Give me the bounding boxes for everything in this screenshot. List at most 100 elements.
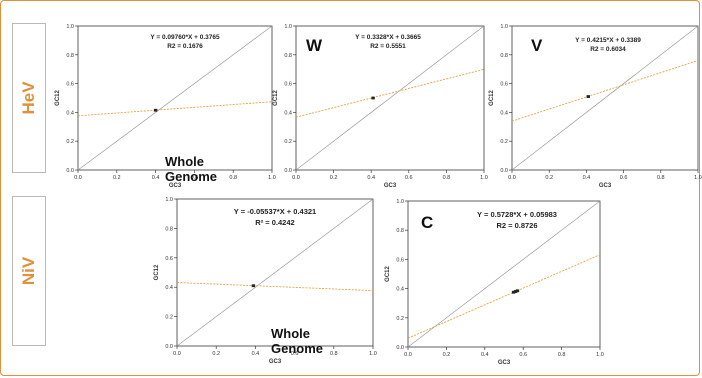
y-tick-label: 0.8 — [284, 53, 292, 59]
y-tick-label: 0.0 — [284, 168, 292, 174]
y-axis-label: GC12 — [55, 90, 61, 106]
x-tick-label: 0.2 — [330, 175, 338, 181]
reference-diagonal — [407, 200, 601, 348]
reference-diagonal — [77, 25, 273, 171]
y-tick-label: 0.2 — [500, 139, 508, 145]
reference-diagonal — [511, 25, 699, 171]
regression-equation: Y = 0.3328*X + 0.3665 — [355, 34, 421, 41]
y-tick-label: 0.2 — [66, 139, 74, 145]
x-tick-label: 0.4 — [481, 352, 489, 358]
y-axis-label: GC12 — [385, 266, 391, 282]
regression-equation: Y = 0.4215*X + 0.3389 — [575, 37, 641, 44]
panel-title: W — [306, 36, 323, 55]
data-point — [586, 95, 590, 98]
x-tick-label: 0.2 — [113, 175, 121, 181]
y-tick-label: 0.6 — [165, 256, 173, 262]
y-tick-label: 0.2 — [396, 316, 404, 322]
panel-title: V — [531, 36, 543, 55]
chart-hev-whole-genome-equation-box: Y = 0.09760*X + 0.3765 R2 = 0.1676 — [130, 33, 240, 51]
data-point — [153, 108, 158, 112]
y-tick-label: 0.8 — [165, 226, 173, 232]
y-tick-label: 0.0 — [396, 345, 404, 351]
x-tick-label: 0.2 — [212, 351, 220, 357]
y-tick-label: 1.0 — [396, 199, 404, 205]
x-tick-label: 1.0 — [480, 175, 488, 181]
y-tick-label: 0.4 — [284, 110, 292, 116]
r-squared: R2 = 0.1676 — [167, 43, 203, 50]
regression-line — [295, 68, 485, 118]
data-point — [371, 96, 375, 100]
y-tick-label: 0.2 — [165, 315, 173, 321]
y-tick-label: 0.8 — [66, 53, 74, 59]
y-tick-label: 0.4 — [66, 110, 74, 116]
x-tick-label: 0.4 — [152, 175, 160, 181]
y-axis-label: GC12 — [154, 264, 160, 280]
panel-title: Whole Genome — [271, 326, 324, 356]
y-tick-label: 0.4 — [165, 285, 173, 291]
x-axis-label: GC3 — [599, 183, 612, 189]
x-tick-label: 1.0 — [694, 175, 702, 181]
data-point — [511, 290, 516, 294]
chart-niv-c-equation-box: Y = 0.5728*X + 0.05983 R2 = 0.8726 — [457, 209, 577, 231]
x-tick-label: 0.2 — [545, 175, 553, 181]
regression-line — [77, 101, 273, 117]
chart-hev-w-equation-box: Y = 0.3328*X + 0.3665 R2 = 0.5551 — [338, 33, 438, 51]
x-tick-label: 0.6 — [620, 175, 628, 181]
reference-diagonal — [176, 198, 374, 347]
y-tick-label: 0.6 — [396, 257, 404, 263]
panel-title: Whole Genome — [165, 154, 218, 184]
x-tick-label: 0.4 — [252, 351, 260, 357]
x-tick-label: 0.6 — [519, 352, 527, 358]
x-tick-label: 0.4 — [583, 175, 591, 181]
r-squared: R2 = 0.6034 — [590, 46, 626, 53]
data-point — [251, 284, 256, 288]
x-tick-label: 0.8 — [558, 352, 566, 358]
panel-title: C — [421, 213, 434, 232]
y-axis-label: GC12 — [273, 90, 279, 106]
x-tick-label: 0.0 — [173, 351, 181, 357]
y-tick-label: 0.4 — [500, 110, 508, 116]
y-tick-label: 0.8 — [500, 53, 508, 59]
y-tick-label: 0.4 — [396, 287, 404, 293]
regression-line — [407, 254, 601, 339]
chart-niv-whole-genome-equation-box: Y = -0.05537*X + 0.4321 R² = 0.4242 — [215, 206, 335, 228]
x-tick-label: 0.0 — [508, 175, 516, 181]
y-tick-label: 0.0 — [500, 168, 508, 174]
x-tick-label: 0.0 — [292, 175, 300, 181]
row-label-niv: NiV — [12, 196, 46, 346]
regression-equation: Y = -0.05537*X + 0.4321 — [233, 207, 317, 216]
regression-line — [511, 60, 699, 122]
y-tick-label: 0.2 — [284, 139, 292, 145]
x-tick-label: 0.6 — [191, 175, 199, 181]
x-axis-label: GC3 — [169, 183, 182, 189]
y-tick-label: 1.0 — [284, 24, 292, 30]
x-tick-label: 0.8 — [330, 351, 338, 357]
y-tick-label: 0.6 — [284, 82, 292, 88]
y-tick-label: 0.6 — [500, 82, 508, 88]
x-axis-label: GC3 — [498, 360, 511, 366]
x-tick-label: 0.6 — [291, 351, 299, 357]
regression-line — [176, 282, 374, 292]
y-tick-label: 0.0 — [165, 344, 173, 350]
y-tick-label: 1.0 — [500, 24, 508, 30]
x-tick-label: 0.8 — [657, 175, 665, 181]
r-squared: R² = 0.4242 — [255, 218, 295, 227]
reference-diagonal — [295, 25, 485, 171]
x-tick-label: 1.0 — [596, 352, 604, 358]
y-tick-label: 1.0 — [165, 197, 173, 203]
r-squared: R2 = 0.8726 — [496, 221, 538, 230]
x-tick-label: 0.8 — [443, 175, 451, 181]
y-tick-label: 0.0 — [66, 168, 74, 174]
x-tick-label: 0.4 — [367, 175, 375, 181]
x-tick-label: 0.0 — [74, 175, 82, 181]
data-point — [515, 289, 520, 293]
y-tick-label: 0.6 — [66, 82, 74, 88]
x-tick-label: 0.6 — [405, 175, 413, 181]
x-tick-label: 1.0 — [369, 351, 377, 357]
x-tick-label: 0.8 — [229, 175, 237, 181]
x-tick-label: 0.0 — [404, 352, 412, 358]
